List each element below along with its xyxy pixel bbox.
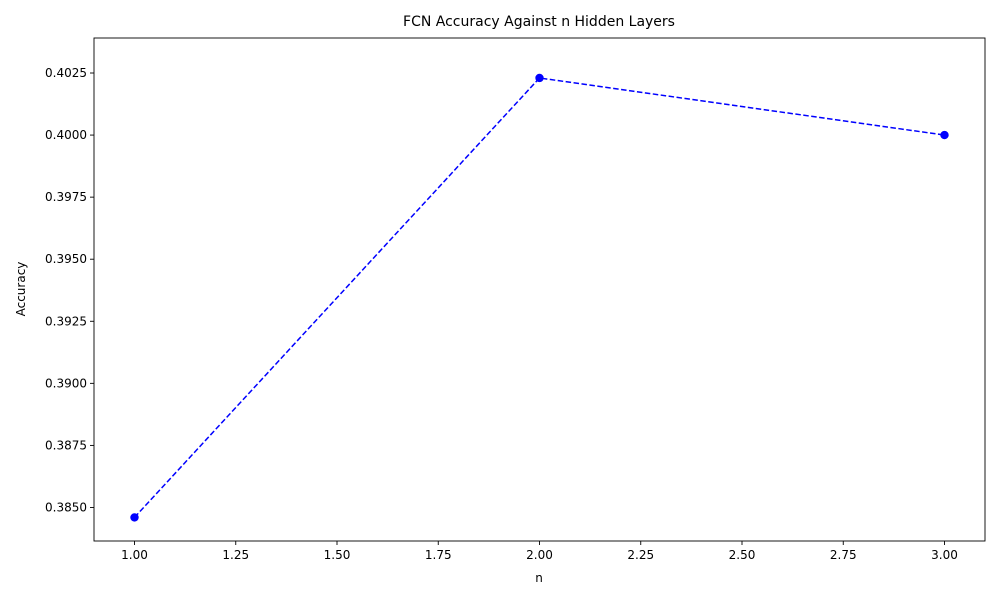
y-tick-label: 0.3900 [45,376,87,390]
data-point [535,73,544,83]
axes-frame [93,37,986,542]
x-tick-label: 1.00 [121,548,148,562]
x-tick-label: 1.75 [425,548,452,562]
data-point [940,130,949,140]
chart-title: FCN Accuracy Against n Hidden Layers [403,14,675,30]
y-axis-label: Accuracy [14,262,28,317]
data-point [130,513,139,522]
x-tick-label: 2.75 [830,548,857,562]
x-tick-label: 1.50 [324,548,351,562]
y-tick-label: 0.4000 [45,128,87,142]
x-axis-label: n [535,571,543,585]
y-tick-label: 0.3950 [45,252,87,266]
y-tick-label: 0.3850 [45,500,87,514]
x-tick-label: 2.50 [729,548,756,562]
y-tick-label: 0.3975 [45,190,87,204]
plot-area: 1.00 1.25 1.50 1.75 2.00 2.25 2.50 2.75 3.00 0.38… [45,37,986,562]
y-tick-label: 0.3925 [45,314,87,328]
x-tick-label: 3.00 [931,548,958,562]
series-line [133,77,945,518]
x-tick-label: 2.25 [627,548,654,562]
x-tick-label: 2.00 [526,548,553,562]
y-tick-label: 0.3875 [45,438,87,452]
x-tick-label: 1.25 [222,548,249,562]
y-tick-label: 0.4025 [45,66,87,80]
